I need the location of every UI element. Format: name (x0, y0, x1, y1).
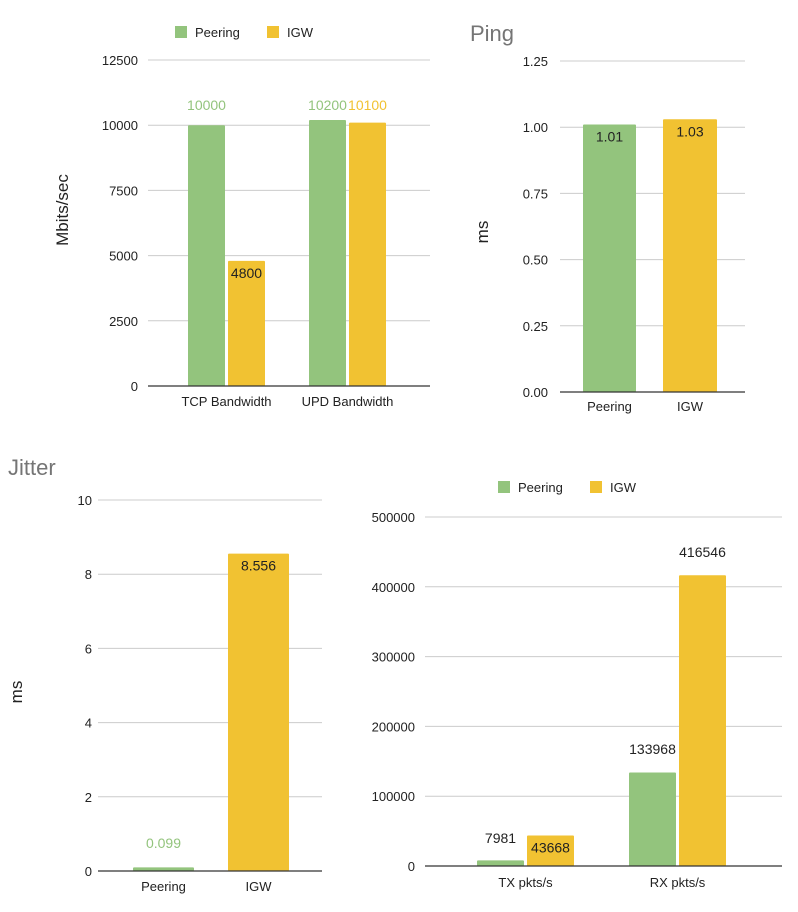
packets-data-label: 7981 (485, 830, 516, 846)
bandwidth-data-label: 10000 (187, 97, 226, 113)
bandwidth-category-label: UPD Bandwidth (302, 394, 394, 409)
ping-data-label: 1.01 (596, 129, 623, 145)
ping-chart-title: Ping (470, 21, 514, 46)
packets-y-tick-label: 100000 (372, 789, 415, 804)
jitter-chart-title: Jitter (8, 455, 56, 480)
ping-category-label: Peering (587, 399, 632, 414)
bandwidth-y-tick-label: 5000 (109, 249, 138, 264)
packets-y-tick-label: 500000 (372, 510, 415, 525)
packets-bar-igw-1 (679, 575, 726, 866)
jitter-y-tick-label: 6 (85, 641, 92, 656)
jitter-y-tick-label: 2 (85, 790, 92, 805)
ping-y-tick-label: 0.00 (523, 385, 548, 400)
bandwidth-y-axis-title: Mbits/sec (53, 174, 72, 246)
jitter-y-tick-label: 10 (78, 493, 92, 508)
ping-y-tick-label: 0.25 (523, 319, 548, 334)
ping-y-tick-label: 0.75 (523, 186, 548, 201)
packets-data-label: 133968 (629, 741, 676, 757)
jitter-y-axis-title: ms (7, 681, 26, 704)
bandwidth-data-label: 10200 (308, 97, 347, 113)
bandwidth-legend-swatch-peering (175, 26, 187, 38)
ping-y-tick-label: 0.50 (523, 253, 548, 268)
bandwidth-legend-label-igw: IGW (287, 25, 314, 40)
jitter-y-tick-label: 8 (85, 567, 92, 582)
bandwidth-y-tick-label: 12500 (102, 53, 138, 68)
packets-data-label: 416546 (679, 544, 726, 560)
packets-category-label: TX pkts/s (498, 875, 553, 890)
ping-y-tick-label: 1.00 (523, 120, 548, 135)
jitter-bar-0 (133, 867, 194, 871)
ping-y-axis-title: ms (473, 221, 492, 244)
bandwidth-bar-igw-1 (349, 122, 386, 386)
jitter-bar-1 (228, 553, 289, 871)
packets-bar-peering-1 (629, 772, 676, 866)
ping-bar-0 (583, 124, 636, 392)
ping-bar-1 (663, 119, 717, 393)
bandwidth-legend-label-peering: Peering (195, 25, 240, 40)
bandwidth-legend-swatch-igw (267, 26, 279, 38)
jitter-y-tick-label: 4 (85, 716, 92, 731)
packets-y-tick-label: 400000 (372, 580, 415, 595)
packets-data-label: 43668 (531, 840, 570, 856)
bandwidth-bar-peering-1 (309, 119, 346, 386)
packets-y-tick-label: 300000 (372, 650, 415, 665)
jitter-y-tick-label: 0 (85, 864, 92, 879)
bandwidth-bar-igw-0 (228, 260, 265, 386)
packets-legend-swatch-peering (498, 481, 510, 493)
packets-category-label: RX pkts/s (650, 875, 706, 890)
bandwidth-data-label: 4800 (231, 265, 262, 281)
packets-y-tick-label: 0 (408, 859, 415, 874)
bandwidth-y-tick-label: 0 (131, 379, 138, 394)
bandwidth-y-tick-label: 10000 (102, 118, 138, 133)
packets-legend-label-igw: IGW (610, 480, 637, 495)
ping-y-tick-label: 1.25 (523, 54, 548, 69)
bandwidth-y-tick-label: 2500 (109, 314, 138, 329)
packets-y-tick-label: 200000 (372, 719, 415, 734)
bandwidth-category-label: TCP Bandwidth (181, 394, 271, 409)
bandwidth-bar-peering-0 (188, 125, 225, 386)
ping-data-label: 1.03 (676, 123, 703, 139)
ping-category-label: IGW (677, 399, 704, 414)
packets-bar-igw-0 (527, 835, 574, 866)
jitter-data-label: 0.099 (146, 835, 181, 851)
jitter-category-label: IGW (246, 879, 273, 894)
bandwidth-data-label: 10100 (348, 97, 387, 113)
packets-legend-swatch-igw (590, 481, 602, 493)
packets-legend-label-peering: Peering (518, 480, 563, 495)
bandwidth-y-tick-label: 7500 (109, 183, 138, 198)
jitter-data-label: 8.556 (241, 558, 276, 574)
packets-bar-peering-0 (477, 860, 524, 866)
jitter-category-label: Peering (141, 879, 186, 894)
